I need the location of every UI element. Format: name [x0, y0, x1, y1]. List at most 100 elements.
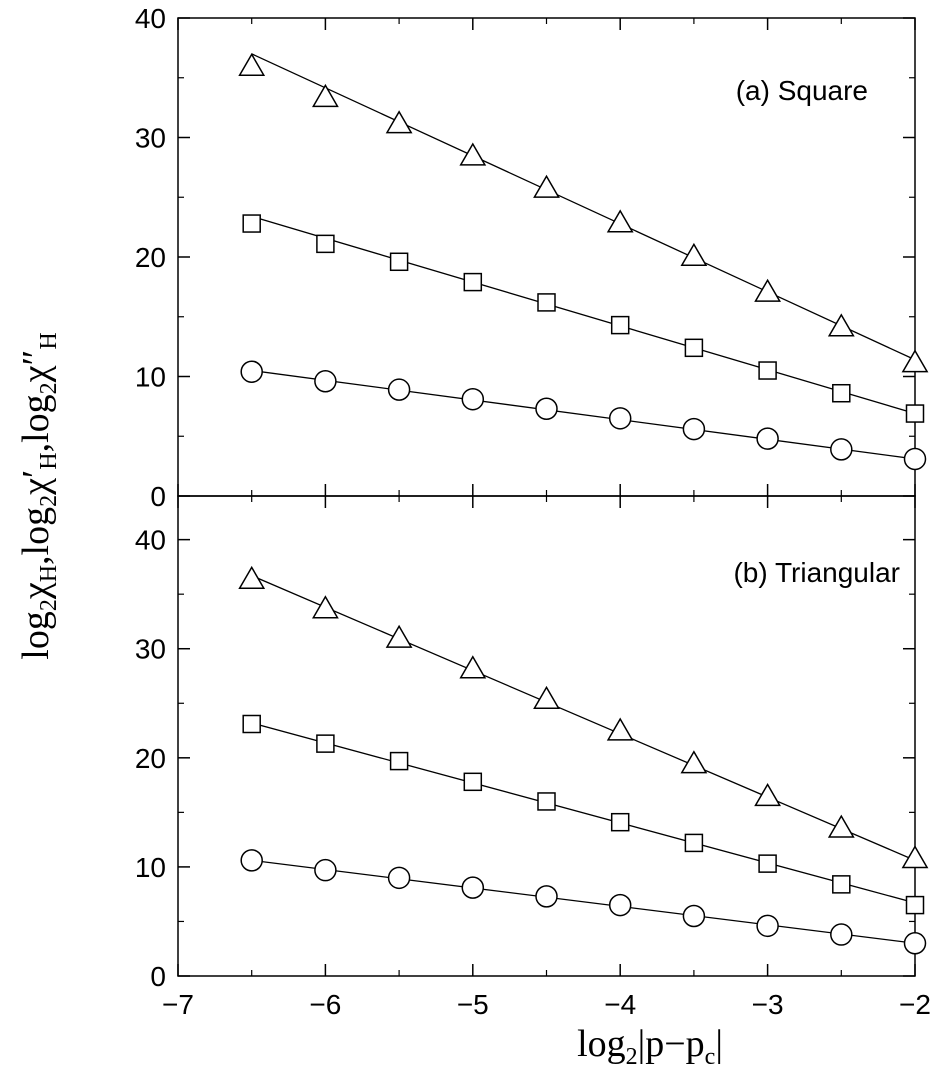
y-tick-label: 20 — [135, 743, 166, 774]
y-axis-title-part: ,log — [15, 507, 57, 565]
square-marker — [389, 751, 409, 771]
y-tick-label: 30 — [135, 634, 166, 665]
triangle-marker — [385, 110, 413, 134]
triangle-marker — [680, 242, 708, 266]
square-marker — [463, 272, 483, 292]
square-marker — [316, 234, 335, 254]
y-tick-label: 0 — [150, 481, 166, 512]
square-marker — [758, 361, 777, 380]
square-marker — [463, 772, 483, 792]
triangle-marker — [754, 278, 782, 302]
x-tick-label: −6 — [309, 989, 341, 1020]
x-tick-label: −5 — [457, 989, 489, 1020]
y-axis-title-sub: H — [36, 452, 62, 469]
triangle-marker — [459, 142, 487, 166]
y-axis-title: log2χH,log2χ′H,log2χ″H — [15, 332, 62, 659]
y-axis-title-part: ,log — [15, 394, 57, 452]
circle-marker — [903, 932, 927, 955]
square-marker — [905, 404, 925, 423]
triangle-marker — [827, 313, 855, 337]
y-axis-title-sub: 2 — [36, 382, 62, 394]
triangle-marker — [680, 750, 708, 774]
square-marker — [610, 315, 630, 335]
circle-marker — [535, 397, 558, 421]
square-marker — [389, 252, 409, 272]
square-marker — [684, 338, 704, 358]
triangle-marker — [311, 595, 339, 619]
y-axis-title-part: χ″ — [15, 350, 57, 384]
x-axis-title-mid: |p−p — [638, 1023, 705, 1065]
y-axis-title-sub: H — [36, 332, 62, 349]
circle-marker — [387, 866, 411, 890]
square-marker — [832, 383, 851, 403]
x-tick-label: −4 — [604, 989, 636, 1020]
square-marker — [242, 214, 261, 233]
circle-marker — [830, 438, 853, 461]
series-triangle — [238, 565, 929, 869]
circle-marker — [756, 427, 779, 450]
x-axis-ticks: −7 −6 −5 −4 −3 −2 — [162, 989, 931, 1020]
series-triangle — [238, 52, 929, 373]
square-marker — [242, 714, 261, 734]
circle-marker — [240, 360, 263, 383]
x-axis-title: log2|p−pc| — [577, 1023, 723, 1070]
y-tick-label: 40 — [135, 3, 166, 34]
x-tick-label: −2 — [899, 989, 931, 1020]
panel-label: (a) Square — [736, 75, 868, 106]
square-marker — [905, 895, 925, 915]
circle-marker — [461, 876, 485, 899]
x-axis-title-end: | — [715, 1023, 723, 1065]
square-marker — [537, 792, 556, 811]
series-triangle-fit-line — [251, 53, 916, 361]
square-marker — [832, 875, 851, 894]
circle-marker — [756, 914, 779, 938]
square-marker — [537, 293, 556, 312]
series-circle-fit-line — [251, 859, 916, 944]
triangle-marker — [238, 565, 266, 589]
x-axis-title-sub: 2 — [626, 1044, 638, 1070]
x-axis-title-log: log — [577, 1023, 626, 1065]
y-axis-title-sub: 2 — [36, 599, 62, 611]
y-tick-label: 10 — [135, 362, 166, 393]
y-axis-title-part: χ′ — [15, 470, 57, 496]
panel-label: (b) Triangular — [733, 557, 900, 588]
series-square — [242, 714, 925, 915]
triangle-marker — [901, 349, 929, 373]
circle-marker — [314, 858, 337, 882]
circle-marker — [830, 923, 853, 946]
series-square-fit-line — [251, 722, 916, 904]
circle-marker — [535, 885, 558, 908]
triangle-marker — [311, 83, 339, 108]
triangle-marker — [754, 782, 782, 807]
triangle-marker — [901, 845, 929, 869]
y-tick-label: 30 — [135, 123, 166, 154]
triangle-marker — [606, 717, 634, 741]
x-tick-label: −3 — [752, 989, 784, 1020]
square-marker — [684, 833, 704, 853]
x-tick-label: −7 — [162, 989, 194, 1020]
circle-marker — [682, 904, 706, 928]
triangle-marker — [606, 209, 634, 233]
circle-marker — [240, 849, 263, 872]
circle-marker — [608, 407, 632, 430]
y-axis-title-sub: H — [36, 565, 62, 582]
panel-b: 0 10 20 30 40 (b) Triangular — [135, 495, 929, 992]
square-marker — [316, 734, 335, 753]
circle-marker — [682, 417, 706, 441]
triangle-marker — [385, 624, 413, 648]
y-axis-title-sub: 2 — [36, 495, 62, 507]
triangle-marker — [533, 685, 560, 709]
y-axis-title-part: χ — [15, 582, 57, 600]
series-triangle-fit-line — [251, 575, 916, 861]
circle-marker — [903, 447, 927, 471]
y-tick-label: 0 — [150, 961, 166, 992]
series-circle — [240, 849, 927, 955]
series-circle-fit-line — [251, 369, 916, 460]
circle-marker — [387, 378, 411, 401]
circle-marker — [461, 387, 485, 411]
y-tick-label: 40 — [135, 525, 166, 556]
circle-marker — [608, 893, 632, 917]
square-marker — [758, 854, 777, 873]
y-axis-title-part: log — [15, 611, 57, 660]
